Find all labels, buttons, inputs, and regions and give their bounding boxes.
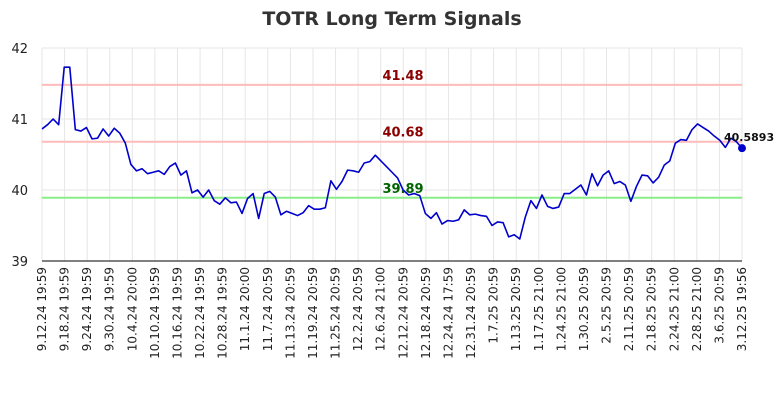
x-tick-label: 12.2.24 20:59 xyxy=(351,267,365,351)
x-tick-label: 11.25.24 20:59 xyxy=(329,267,343,359)
x-tick-label: 9.24.24 19:59 xyxy=(80,267,94,351)
x-tick-label: 10.16.24 19:59 xyxy=(170,267,184,359)
x-tick-label: 1.17.25 21:00 xyxy=(532,267,546,351)
x-tick-label: 1.24.25 21:00 xyxy=(554,267,568,351)
x-tick-label: 12.18.24 20:59 xyxy=(419,267,433,359)
x-tick-label: 11.1.24 20:00 xyxy=(238,267,252,351)
x-tick-label: 2.18.25 20:59 xyxy=(645,267,659,351)
x-tick-label: 2.24.25 21:00 xyxy=(667,267,681,351)
x-tick-label: 2.11.25 20:59 xyxy=(622,267,636,351)
x-tick-label: 1.30.25 20:59 xyxy=(577,267,591,351)
x-tick-label: 3.6.25 20:59 xyxy=(712,267,726,344)
x-tick-label: 3.12.25 19:56 xyxy=(735,267,749,351)
x-tick-label: 9.18.24 19:59 xyxy=(58,267,72,351)
y-tick-label: 41 xyxy=(11,113,28,128)
chart-title: TOTR Long Term Signals xyxy=(262,8,521,30)
x-tick-label: 9.30.24 19:59 xyxy=(103,267,117,351)
y-tick-labels: 39 40 41 42 xyxy=(11,42,28,270)
y-tick-label: 39 xyxy=(11,255,28,270)
x-tick-label: 1.13.25 20:59 xyxy=(509,267,523,351)
x-tick-label: 12.24.24 17:59 xyxy=(441,267,455,359)
x-tick-label: 12.31.24 20:59 xyxy=(464,267,478,359)
x-tick-label: 10.22.24 19:59 xyxy=(193,267,207,359)
x-tick-labels: 9.12.24 19:59 9.18.24 19:59 9.24.24 19:59 9… xyxy=(35,267,749,359)
x-tick-label: 10.28.24 19:59 xyxy=(216,267,230,359)
level-label: 41.48 xyxy=(382,69,423,84)
x-tick-label: 11.13.24 20:59 xyxy=(283,267,297,359)
x-tick-label: 2.5.25 20:59 xyxy=(600,267,614,344)
x-tick-label: 11.19.24 20:59 xyxy=(306,267,320,359)
last-value-label: 40.5893 xyxy=(724,131,774,144)
x-tick-label: 2.28.25 21:00 xyxy=(690,267,704,351)
x-tick-label: 1.7.25 20:59 xyxy=(487,267,501,344)
y-tick-label: 42 xyxy=(11,42,28,57)
level-label: 40.68 xyxy=(382,126,423,141)
x-tick-label: 9.12.24 19:59 xyxy=(35,267,49,351)
x-tick-label: 10.4.24 20:00 xyxy=(125,267,139,351)
annotations: 40.5893 xyxy=(724,131,774,144)
series-line xyxy=(41,66,743,240)
x-tick-label: 12.12.24 20:59 xyxy=(396,267,410,359)
x-tick-label: 11.7.24 20:59 xyxy=(261,267,275,351)
x-tick-label: 10.10.24 19:59 xyxy=(148,267,162,359)
last-point xyxy=(738,144,746,153)
x-tick-label: 12.6.24 21:00 xyxy=(374,267,388,351)
grid xyxy=(41,47,743,262)
price-series xyxy=(41,66,746,240)
y-tick-label: 40 xyxy=(11,184,28,199)
